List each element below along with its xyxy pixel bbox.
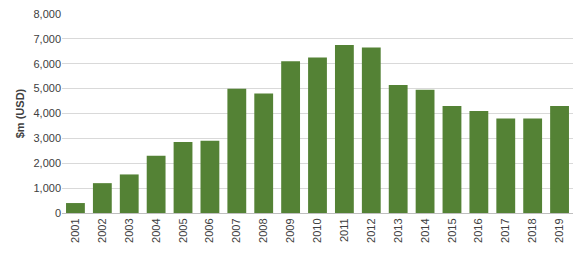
svg-text:2012: 2012 bbox=[365, 218, 377, 242]
svg-text:0: 0 bbox=[55, 207, 61, 219]
svg-text:2010: 2010 bbox=[311, 218, 323, 242]
svg-text:2002: 2002 bbox=[96, 218, 108, 242]
svg-text:2017: 2017 bbox=[499, 218, 511, 242]
svg-text:8,000: 8,000 bbox=[33, 8, 61, 20]
svg-text:2011: 2011 bbox=[338, 218, 350, 242]
svg-text:2001: 2001 bbox=[69, 218, 81, 242]
svg-text:2009: 2009 bbox=[284, 218, 296, 242]
svg-text:5,000: 5,000 bbox=[33, 82, 61, 94]
svg-text:4,000: 4,000 bbox=[33, 107, 61, 119]
svg-text:2014: 2014 bbox=[419, 218, 431, 242]
svg-text:6,000: 6,000 bbox=[33, 58, 61, 70]
svg-text:2008: 2008 bbox=[257, 218, 269, 242]
svg-text:3,000: 3,000 bbox=[33, 132, 61, 144]
svg-text:1,000: 1,000 bbox=[33, 182, 61, 194]
svg-text:2003: 2003 bbox=[123, 218, 135, 242]
svg-text:2005: 2005 bbox=[177, 218, 189, 242]
svg-text:2,000: 2,000 bbox=[33, 157, 61, 169]
svg-text:2004: 2004 bbox=[150, 218, 162, 242]
svg-text:2018: 2018 bbox=[526, 218, 538, 242]
svg-text:2019: 2019 bbox=[553, 218, 565, 242]
svg-text:2007: 2007 bbox=[230, 218, 242, 242]
svg-text:7,000: 7,000 bbox=[33, 33, 61, 45]
svg-text:2016: 2016 bbox=[472, 218, 484, 242]
svg-text:2013: 2013 bbox=[392, 218, 404, 242]
svg-text:2006: 2006 bbox=[203, 218, 215, 242]
svg-text:2015: 2015 bbox=[446, 218, 458, 242]
svg-text:$m (USD): $m (USD) bbox=[14, 88, 26, 138]
